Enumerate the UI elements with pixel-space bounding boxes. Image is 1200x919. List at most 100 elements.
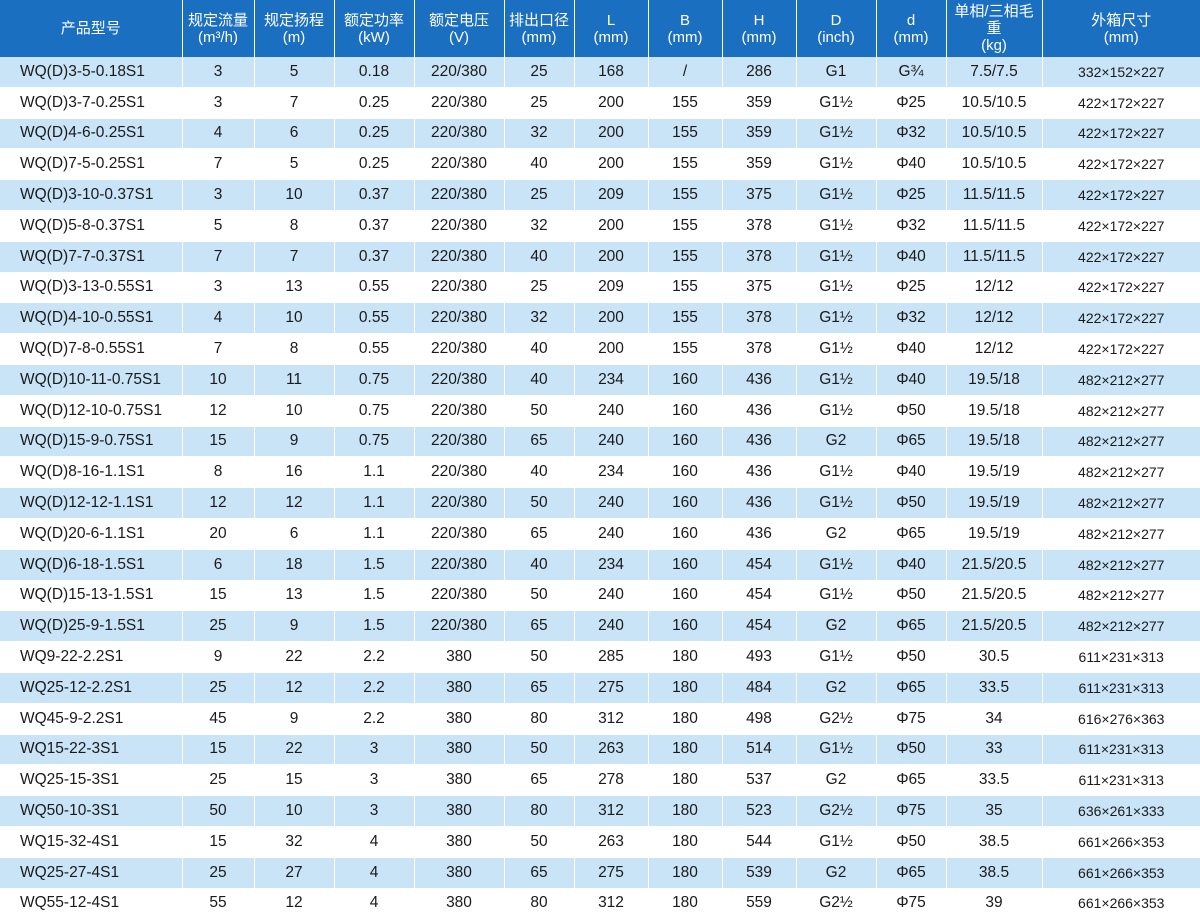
cell-voltage: 380	[414, 672, 505, 704]
cell-flow: 15	[182, 826, 255, 858]
cell-pipe-dia: Φ65	[876, 857, 947, 889]
table-row: WQ50-10-3S1 50 10 3 380 80 312 180 523 G2½ Φ75 35 63…	[0, 795, 1200, 827]
cell-pipe-inch: G2½	[796, 888, 877, 919]
cell-pipe-inch: G1½	[796, 826, 877, 858]
table-row: WQ(D)3-5-0.18S1 3 5 0.18 220/380 25 168/286 G1 G…	[0, 57, 1200, 88]
cell-pipe-inch: G1½	[796, 549, 877, 581]
column-header-unit: (mm)	[593, 28, 629, 46]
cell-pipe-dia: Φ65	[876, 610, 947, 642]
cell-power: 1.5	[334, 580, 415, 611]
cell-voltage: 220/380	[414, 87, 505, 119]
cell-height: 359	[722, 148, 797, 180]
cell-weight: 12/12	[946, 333, 1043, 365]
cell-head: 15	[254, 764, 335, 796]
cell-width: 160	[648, 487, 723, 519]
cell-model: WQ(D)25-9-1.5S1	[0, 610, 183, 642]
cell-length: 209	[574, 179, 649, 211]
column-header-unit: (m)	[282, 28, 306, 46]
cell-width: 160	[648, 549, 723, 581]
column-header-voltage: 额定电压 (V)	[414, 0, 505, 57]
cell-pipe-inch: G1½	[796, 395, 877, 427]
cell-voltage: 220/380	[414, 487, 505, 519]
cell-carton-size: 482×212×277	[1042, 426, 1200, 457]
cell-width: 180	[648, 888, 723, 919]
cell-pipe-inch: G1½	[796, 364, 877, 396]
cell-outlet: 32	[504, 302, 575, 334]
cell-length: 200	[574, 333, 649, 365]
cell-length: 234	[574, 364, 649, 396]
cell-length: 240	[574, 426, 649, 457]
table-row: WQ(D)6-18-1.5S1 6 18 1.5 220/380 40 234 160 454 G…	[0, 549, 1200, 581]
cell-model: WQ(D)10-11-0.75S1	[0, 364, 183, 396]
cell-weight: 38.5	[946, 857, 1043, 889]
cell-flow: 3	[182, 87, 255, 119]
table-row: WQ(D)3-10-0.37S1 3 10 0.37 220/380 25 209 155 37…	[0, 179, 1200, 211]
cell-pipe-inch: G2	[796, 426, 877, 457]
cell-flow: 7	[182, 148, 255, 180]
cell-length: 285	[574, 641, 649, 673]
column-header-pipe-inch: D (inch)	[796, 0, 877, 57]
cell-head: 12	[254, 672, 335, 704]
cell-voltage: 380	[414, 795, 505, 827]
cell-carton-size: 422×172×227	[1042, 87, 1200, 119]
cell-power: 1.1	[334, 487, 415, 519]
cell-head: 10	[254, 795, 335, 827]
cell-pipe-inch: G2½	[796, 703, 877, 735]
cell-pipe-dia: Φ50	[876, 580, 947, 611]
cell-width: 160	[648, 518, 723, 550]
cell-power: 0.75	[334, 426, 415, 457]
column-header-flow: 规定流量 (m³/h)	[182, 0, 255, 57]
cell-power: 0.37	[334, 210, 415, 242]
cell-carton-size: 616×276×363	[1042, 703, 1200, 735]
cell-head: 6	[254, 518, 335, 550]
cell-carton-size: 661×266×353	[1042, 826, 1200, 858]
cell-weight: 38.5	[946, 826, 1043, 858]
cell-length: 240	[574, 610, 649, 642]
cell-carton-size: 422×172×227	[1042, 148, 1200, 180]
cell-width: 160	[648, 364, 723, 396]
column-header-label: 额定功率	[343, 11, 404, 29]
cell-weight: 21.5/20.5	[946, 610, 1043, 642]
cell-flow: 4	[182, 118, 255, 149]
cell-weight: 12/12	[946, 272, 1043, 303]
column-header-unit: (mm)	[1103, 28, 1139, 46]
cell-head: 11	[254, 364, 335, 396]
cell-height: 559	[722, 888, 797, 919]
cell-width: 180	[648, 795, 723, 827]
cell-flow: 25	[182, 672, 255, 704]
cell-weight: 33.5	[946, 764, 1043, 796]
cell-weight: 12/12	[946, 302, 1043, 334]
column-header-weight: 单相/三相毛重 (kg)	[946, 0, 1043, 57]
cell-model: WQ(D)12-12-1.1S1	[0, 487, 183, 519]
cell-width: 180	[648, 641, 723, 673]
cell-height: 375	[722, 272, 797, 303]
cell-power: 1.1	[334, 456, 415, 488]
cell-weight: 21.5/20.5	[946, 580, 1043, 611]
table-row: WQ9-22-2.2S1 9 22 2.2 380 50 285 180 493 G1½ Φ50 30…	[0, 641, 1200, 673]
cell-voltage: 380	[414, 857, 505, 889]
cell-pipe-dia: Φ40	[876, 549, 947, 581]
cell-pipe-dia: Φ65	[876, 426, 947, 457]
cell-pipe-inch: G1½	[796, 487, 877, 519]
table-row: WQ(D)12-10-0.75S1 12 10 0.75 220/380 50 240 160…	[0, 395, 1200, 427]
cell-head: 6	[254, 118, 335, 149]
cell-outlet: 40	[504, 148, 575, 180]
cell-pipe-inch: G1½	[796, 210, 877, 242]
cell-outlet: 25	[504, 179, 575, 211]
cell-model: WQ(D)12-10-0.75S1	[0, 395, 183, 427]
cell-head: 10	[254, 179, 335, 211]
cell-pipe-dia: Φ25	[876, 179, 947, 211]
cell-length: 312	[574, 703, 649, 735]
cell-height: 539	[722, 857, 797, 889]
column-header-label: 外箱尺寸	[1091, 11, 1152, 29]
cell-power: 0.55	[334, 302, 415, 334]
cell-height: 454	[722, 580, 797, 611]
cell-carton-size: 661×266×353	[1042, 888, 1200, 919]
column-header-pipe-dia: d (mm)	[876, 0, 947, 57]
cell-pipe-dia: Φ75	[876, 703, 947, 735]
cell-flow: 25	[182, 764, 255, 796]
cell-power: 0.25	[334, 87, 415, 119]
cell-carton-size: 611×231×313	[1042, 641, 1200, 673]
cell-model: WQ(D)7-5-0.25S1	[0, 148, 183, 180]
cell-pipe-dia: Φ65	[876, 518, 947, 550]
